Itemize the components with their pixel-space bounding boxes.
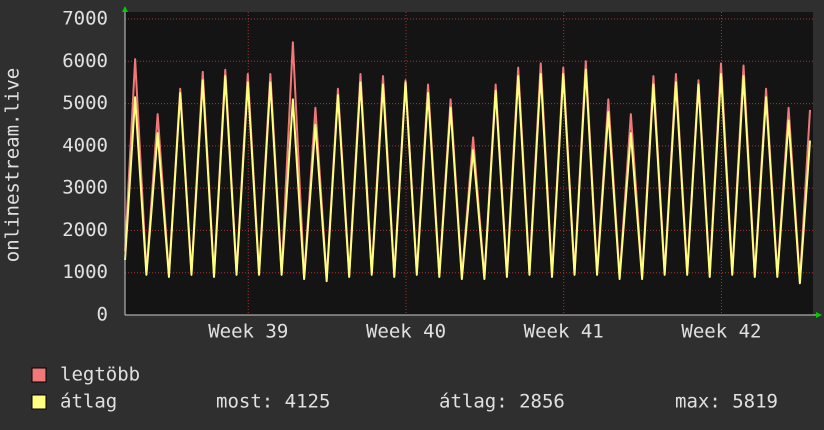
y-axis-title: onlinestream.live <box>2 68 24 262</box>
x-tick-label: Week 39 <box>208 321 288 343</box>
legend-swatch <box>31 367 47 383</box>
y-tick-label: 7000 <box>62 8 108 30</box>
series-line <box>124 68 811 285</box>
legend-label: átlag <box>60 391 117 413</box>
legend-label: legtöbb <box>60 364 140 386</box>
stat: max: 5819 <box>675 391 778 413</box>
x-tick-label: Week 41 <box>524 321 604 343</box>
y-arrow <box>122 6 128 12</box>
legend-swatch <box>31 394 47 410</box>
x-arrow <box>816 312 822 318</box>
y-tick-label: 1000 <box>62 261 108 283</box>
plot-area <box>125 12 813 315</box>
x-tick-label: Week 42 <box>681 321 761 343</box>
labels: 0 1000 2000 3000 4000 5000 6000 7000 Week 39 Week… <box>31 8 778 413</box>
y-tick-label: 5000 <box>62 92 108 114</box>
y-tick-label: 2000 <box>62 219 108 241</box>
y-tick-label: 0 <box>97 304 108 326</box>
stat: átlag: 2856 <box>439 391 565 413</box>
y-tick-label: 3000 <box>62 177 108 199</box>
lines <box>124 41 811 285</box>
x-tick-label: Week 40 <box>366 321 446 343</box>
y-tick-label: 4000 <box>62 134 108 156</box>
y-tick-label: 6000 <box>62 50 108 72</box>
stat: most: 4125 <box>216 391 330 413</box>
